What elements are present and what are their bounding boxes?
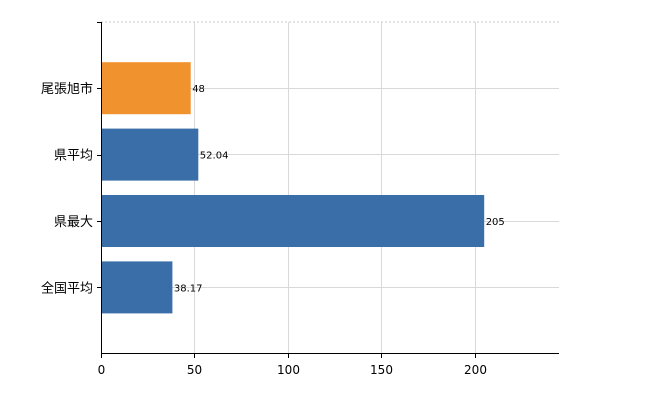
- x-tick-label: 50: [187, 363, 202, 377]
- category-label: 県最大: [54, 215, 93, 230]
- x-tick-label: 0: [98, 363, 106, 377]
- category-label: 全国平均: [41, 280, 93, 296]
- bar-layer: [101, 62, 485, 314]
- data-label: 205: [486, 217, 505, 228]
- category-label: 県平均: [54, 149, 93, 164]
- bar[interactable]: [101, 261, 173, 314]
- bar[interactable]: [101, 128, 199, 181]
- label-layer: 尾張旭市 48 県平均 52.04 県最大 205 全国平均 38.17 0 50 100 150 20…: [41, 81, 505, 377]
- x-tick-label: 100: [277, 363, 300, 377]
- data-label: 48: [192, 84, 205, 95]
- x-tick-label: 150: [370, 363, 393, 377]
- x-tick-label: 200: [464, 363, 487, 377]
- data-label: 38.17: [174, 283, 203, 294]
- data-label: 52.04: [200, 151, 229, 162]
- bar[interactable]: [101, 62, 191, 115]
- axis-layer: [97, 22, 559, 358]
- bar[interactable]: [101, 195, 485, 247]
- category-label: 尾張旭市: [41, 81, 93, 97]
